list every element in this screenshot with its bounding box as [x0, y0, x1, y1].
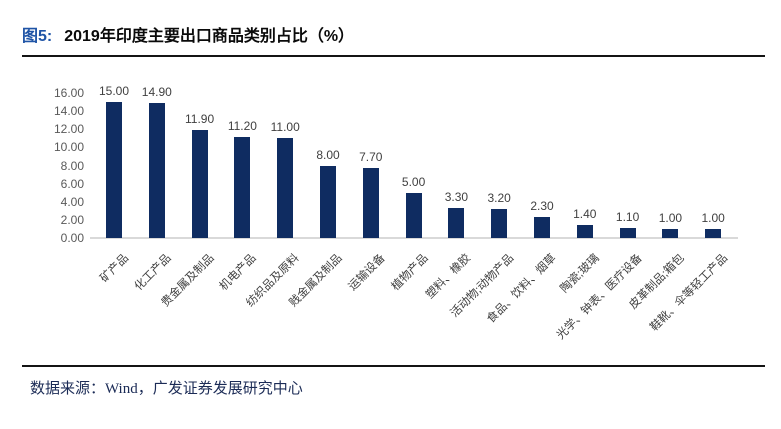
bar-value-label: 1.00	[701, 210, 725, 225]
figure-title: 图5: 2019年印度主要出口商品类别占比（%）	[22, 26, 767, 48]
bar-value-label: 7.70	[359, 150, 383, 165]
x-category-label: 矿产品	[97, 252, 131, 286]
bar-value-label: 8.00	[316, 147, 340, 162]
bar	[234, 136, 251, 238]
title-divider	[22, 55, 765, 57]
bar-value-label: 14.90	[141, 84, 172, 99]
y-axis-tick-label: 16.00	[53, 86, 84, 100]
bar	[148, 102, 165, 238]
bar	[405, 192, 422, 238]
data-source-text: 数据来源：Wind，广发证券发展研究中心	[30, 381, 303, 397]
bar-value-label: 1.40	[573, 207, 597, 222]
y-axis-tick-label: 8.00	[60, 158, 84, 173]
bar-value-label: 1.10	[615, 210, 640, 225]
bar	[191, 130, 208, 238]
footer-divider	[22, 365, 765, 367]
y-axis-tick-label: 6.00	[60, 176, 84, 191]
bar-value-label: 11.90	[185, 112, 215, 127]
bar	[619, 228, 636, 238]
x-category-label: 运输设备	[346, 252, 388, 294]
bar-value-label: 2.30	[530, 199, 554, 214]
x-category-label: 鞋靴、伞等轻工产品	[648, 252, 730, 334]
bar	[448, 208, 465, 238]
bar	[277, 138, 294, 238]
bar	[576, 225, 593, 238]
bar-value-label: 11.20	[227, 118, 257, 133]
bar	[491, 209, 508, 238]
bar-value-label: 15.00	[98, 84, 130, 99]
y-axis-tick-label: 0.00	[60, 231, 84, 245]
figure-label: 图5:	[22, 28, 53, 45]
figure-title-text: 2019年印度主要出口商品类别占比（%）	[64, 28, 355, 45]
bar-value-label: 1.00	[658, 210, 683, 225]
bar-value-label: 3.20	[487, 191, 511, 205]
bar-value-label: 11.00	[270, 120, 300, 135]
y-axis-tick-label: 14.00	[53, 104, 84, 119]
y-axis-tick-label: 2.00	[60, 212, 84, 227]
y-axis-tick-label: 12.00	[53, 122, 84, 137]
bar	[362, 168, 379, 238]
bar-value-label: 3.30	[444, 190, 469, 205]
bar	[705, 228, 722, 238]
x-axis-line	[90, 237, 738, 239]
y-axis-tick-label: 4.00	[60, 194, 84, 209]
bar	[320, 165, 336, 238]
bar-value-label: 5.00	[401, 174, 426, 189]
y-axis-tick-label: 10.00	[53, 140, 84, 155]
bar	[534, 217, 550, 238]
bar	[106, 102, 122, 238]
bar	[662, 228, 679, 238]
